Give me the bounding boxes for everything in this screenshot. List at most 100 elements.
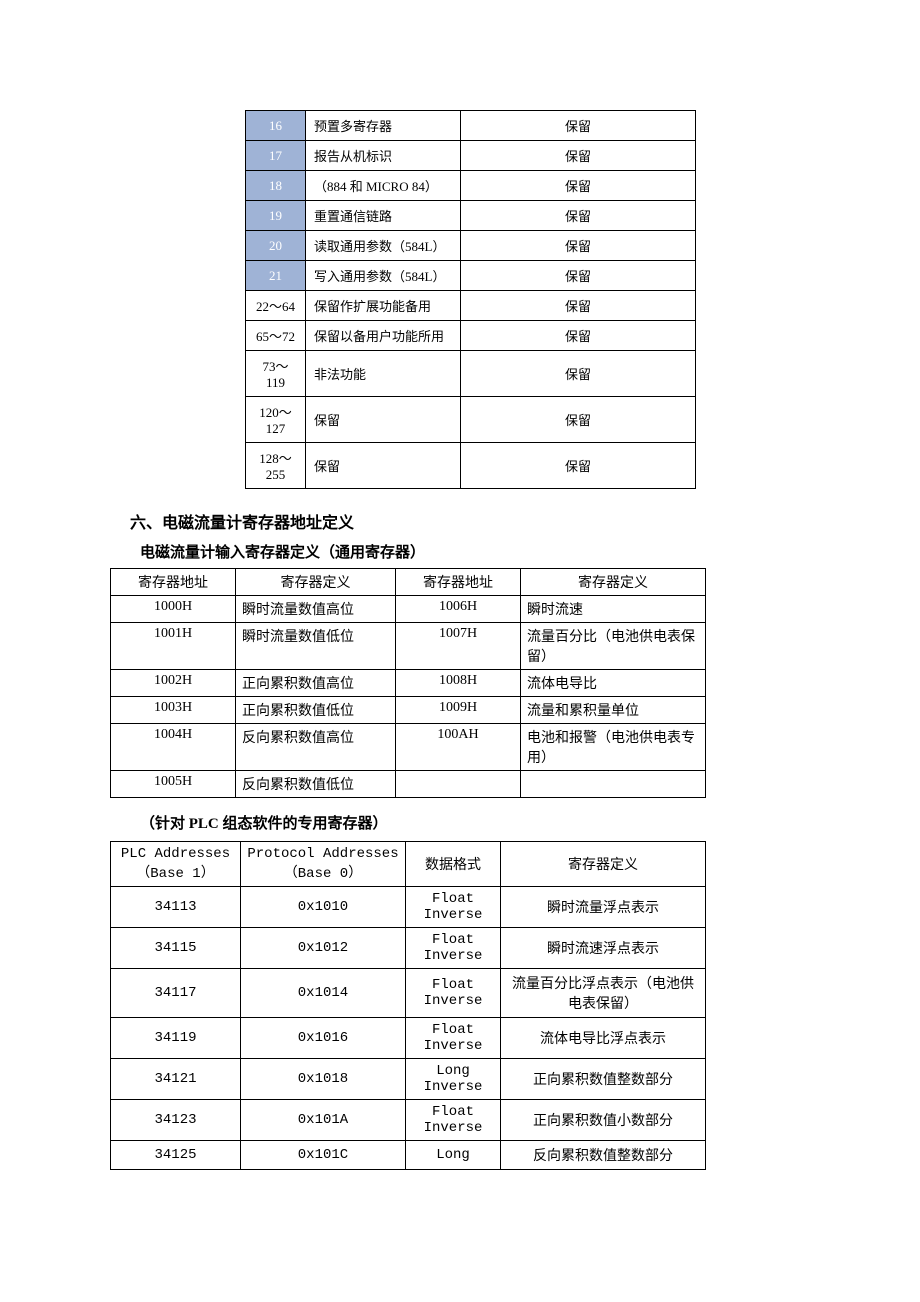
- register-def-cell: 反向累积数值高位: [236, 724, 396, 771]
- table-row: 17报告从机标识保留: [246, 141, 696, 171]
- function-code-cell: 20: [246, 231, 306, 261]
- register-def-cell: 电池和报警（电池供电表专用）: [521, 724, 706, 771]
- protocol-address-cell: 0x1016: [241, 1018, 406, 1059]
- table-row: 128～255保留保留: [246, 443, 696, 489]
- reserved-cell: 保留: [461, 111, 696, 141]
- col-header-addr2: 寄存器地址: [396, 569, 521, 596]
- table-row: 1003H正向累积数值低位1009H流量和累积量单位: [111, 697, 706, 724]
- plc-register-table: PLC Addresses （Base 1） Protocol Addresse…: [110, 841, 706, 1170]
- protocol-address-cell: 0x1018: [241, 1059, 406, 1100]
- reserved-cell: 保留: [461, 201, 696, 231]
- table-row: 22～64保留作扩展功能备用保留: [246, 291, 696, 321]
- function-code-cell: 128～255: [246, 443, 306, 489]
- table-row: 341150x1012FloatInverse瞬时流速浮点表示: [111, 928, 706, 969]
- reserved-cell: 保留: [461, 141, 696, 171]
- register-def-cell: 流量百分比（电池供电表保留）: [521, 623, 706, 670]
- plc-address-cell: 34119: [111, 1018, 241, 1059]
- register-definition-cell: 正向累积数值小数部分: [501, 1100, 706, 1141]
- function-code-cell: 22～64: [246, 291, 306, 321]
- data-format-cell: FloatInverse: [406, 928, 501, 969]
- register-def-cell: 流体电导比: [521, 670, 706, 697]
- header-plc-line1: PLC Addresses: [121, 846, 230, 862]
- register-def-cell: 瞬时流速: [521, 596, 706, 623]
- protocol-address-cell: 0x101A: [241, 1100, 406, 1141]
- register-definition-cell: 流体电导比浮点表示: [501, 1018, 706, 1059]
- register-addr-cell: 1004H: [111, 724, 236, 771]
- col-header-addr1: 寄存器地址: [111, 569, 236, 596]
- table-row: 341210x1018LongInverse正向累积数值整数部分: [111, 1059, 706, 1100]
- table-row: 341130x1010FloatInverse瞬时流量浮点表示: [111, 887, 706, 928]
- register-def-cell: 正向累积数值高位: [236, 670, 396, 697]
- plc-note: （针对 PLC 组态软件的专用寄存器）: [140, 812, 810, 833]
- data-format-cell: FloatInverse: [406, 1018, 501, 1059]
- function-code-table: 16预置多寄存器保留17报告从机标识保留18（884 和 MICRO 84）保留…: [245, 110, 810, 489]
- reserved-cell: 保留: [461, 397, 696, 443]
- table-row: 1001H瞬时流量数值低位1007H流量百分比（电池供电表保留）: [111, 623, 706, 670]
- register-addr-cell: 1001H: [111, 623, 236, 670]
- table-header-row: 寄存器地址 寄存器定义 寄存器地址 寄存器定义: [111, 569, 706, 596]
- col-header-plc: PLC Addresses （Base 1）: [111, 842, 241, 887]
- function-desc-cell: 报告从机标识: [306, 141, 461, 171]
- table-row: 20读取通用参数（584L）保留: [246, 231, 696, 261]
- plc-address-cell: 34115: [111, 928, 241, 969]
- function-desc-cell: （884 和 MICRO 84）: [306, 171, 461, 201]
- register-def-cell: 流量和累积量单位: [521, 697, 706, 724]
- table-row: 341190x1016FloatInverse流体电导比浮点表示: [111, 1018, 706, 1059]
- data-format-cell: FloatInverse: [406, 1100, 501, 1141]
- register-addr-cell: [396, 771, 521, 798]
- table-row: 120～127保留保留: [246, 397, 696, 443]
- table-row: 73～119非法功能保留: [246, 351, 696, 397]
- protocol-address-cell: 0x1010: [241, 887, 406, 928]
- function-code-cell: 65～72: [246, 321, 306, 351]
- function-desc-cell: 保留以备用户功能所用: [306, 321, 461, 351]
- register-addr-cell: 1008H: [396, 670, 521, 697]
- col-header-def2: 寄存器定义: [521, 569, 706, 596]
- data-format-cell: FloatInverse: [406, 969, 501, 1018]
- function-code-cell: 17: [246, 141, 306, 171]
- register-def-cell: 反向累积数值低位: [236, 771, 396, 798]
- function-desc-cell: 保留作扩展功能备用: [306, 291, 461, 321]
- plc-address-cell: 34117: [111, 969, 241, 1018]
- register-addr-cell: 1009H: [396, 697, 521, 724]
- register-definition-cell: 瞬时流速浮点表示: [501, 928, 706, 969]
- reserved-cell: 保留: [461, 443, 696, 489]
- function-desc-cell: 写入通用参数（584L）: [306, 261, 461, 291]
- plc-address-cell: 34113: [111, 887, 241, 928]
- table-header-row: PLC Addresses （Base 1） Protocol Addresse…: [111, 842, 706, 887]
- function-desc-cell: 保留: [306, 443, 461, 489]
- reserved-cell: 保留: [461, 291, 696, 321]
- register-def-cell: [521, 771, 706, 798]
- table-row: 65～72保留以备用户功能所用保留: [246, 321, 696, 351]
- plc-address-cell: 34121: [111, 1059, 241, 1100]
- col-header-def1: 寄存器定义: [236, 569, 396, 596]
- protocol-address-cell: 0x1012: [241, 928, 406, 969]
- section-heading: 六、电磁流量计寄存器地址定义: [130, 509, 810, 533]
- plc-table-wrap: PLC Addresses （Base 1） Protocol Addresse…: [110, 841, 810, 1170]
- table-row: 16预置多寄存器保留: [246, 111, 696, 141]
- function-code-cell: 73～119: [246, 351, 306, 397]
- register-def-cell: 正向累积数值低位: [236, 697, 396, 724]
- register-definition-cell: 流量百分比浮点表示（电池供电表保留）: [501, 969, 706, 1018]
- register-addr-cell: 100AH: [396, 724, 521, 771]
- function-code-cell: 16: [246, 111, 306, 141]
- table-row: 341250x101CLong反向累积数值整数部分: [111, 1141, 706, 1170]
- reserved-cell: 保留: [461, 261, 696, 291]
- header-plc-line2: （Base 1）: [136, 866, 214, 882]
- table-row: 19重置通信链路保留: [246, 201, 696, 231]
- function-desc-cell: 读取通用参数（584L）: [306, 231, 461, 261]
- function-desc-cell: 非法功能: [306, 351, 461, 397]
- reserved-cell: 保留: [461, 171, 696, 201]
- function-code-cell: 120～127: [246, 397, 306, 443]
- register-definition-cell: 正向累积数值整数部分: [501, 1059, 706, 1100]
- col-header-proto: Protocol Addresses （Base 0）: [241, 842, 406, 887]
- function-desc-cell: 预置多寄存器: [306, 111, 461, 141]
- table-row: 1002H正向累积数值高位1008H流体电导比: [111, 670, 706, 697]
- data-format-cell: Long: [406, 1141, 501, 1170]
- register-addr-cell: 1006H: [396, 596, 521, 623]
- register-addr-cell: 1000H: [111, 596, 236, 623]
- table-row: 341230x101AFloatInverse正向累积数值小数部分: [111, 1100, 706, 1141]
- register-addr-cell: 1003H: [111, 697, 236, 724]
- function-code-cell: 21: [246, 261, 306, 291]
- reserved-cell: 保留: [461, 321, 696, 351]
- sub-heading: 电磁流量计输入寄存器定义（通用寄存器）: [140, 541, 810, 562]
